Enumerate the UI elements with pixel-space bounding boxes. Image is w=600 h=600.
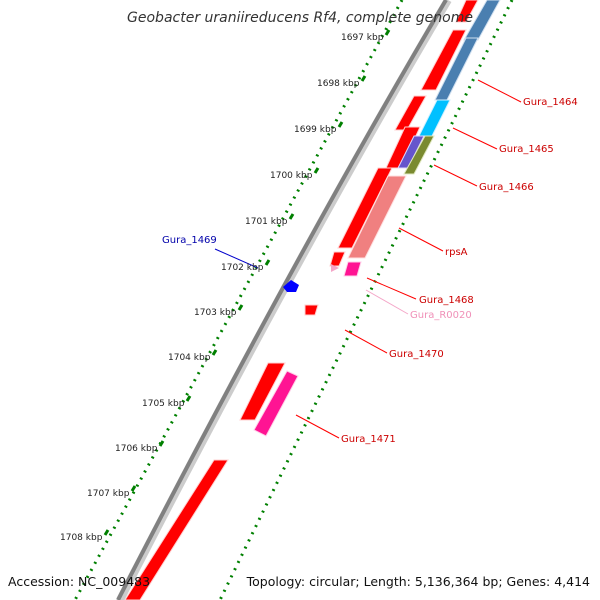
major-tick-mark — [158, 440, 165, 447]
tick-labels: 1697 kbp 1698 kbp 1699 kbp 1700 kbp 1701 kbp… — [60, 29, 391, 543]
tick-ring-outer — [73, 0, 404, 600]
tick-label: 1704 kbp — [168, 353, 211, 363]
forward-strand-features — [124, 0, 479, 600]
label-leaders — [214, 79, 522, 439]
gene-label-gura-1464[interactable]: Gura_1464 — [523, 97, 578, 108]
gene-labels: Gura_1464 Gura_1465 Gura_1466 rpsA Gura_… — [162, 97, 578, 445]
major-tick-mark — [384, 29, 391, 36]
tick-label: 1707 kbp — [87, 489, 130, 499]
tick-label: 1701 kbp — [245, 217, 288, 227]
feature-gura-1470[interactable] — [304, 304, 319, 316]
tick-label: 1697 kbp — [341, 33, 384, 43]
major-tick-mark — [237, 304, 244, 311]
gene-label-rpsA[interactable]: rpsA — [445, 247, 468, 258]
feature-gura-1471-fwd[interactable] — [239, 362, 286, 421]
tick-rings — [73, 0, 514, 600]
tick-label: 1700 kbp — [270, 171, 313, 181]
feature-gura-1469[interactable] — [283, 280, 299, 292]
feature-gura-1468-fwd[interactable] — [329, 251, 346, 267]
backbone — [116, 0, 448, 600]
feature-blue-top[interactable] — [463, 0, 501, 41]
gene-label-gura-1468[interactable]: Gura_1468 — [419, 295, 474, 306]
feature-olive[interactable] — [403, 135, 435, 175]
gene-label-gura-1470[interactable]: Gura_1470 — [389, 349, 444, 360]
gene-label-gura-1466[interactable]: Gura_1466 — [479, 182, 534, 193]
gene-label-gura-1471[interactable]: Gura_1471 — [341, 434, 396, 445]
tick-label: 1698 kbp — [317, 79, 360, 89]
tick-label: 1702 kbp — [221, 263, 264, 273]
tick-label: 1706 kbp — [115, 444, 158, 454]
map-title: Geobacter uraniireducens Rf4, complete g… — [127, 10, 473, 26]
gene-label-gura-r0020[interactable]: Gura_R0020 — [410, 310, 472, 321]
major-tick-mark — [211, 349, 218, 356]
feature-magenta-small[interactable] — [343, 261, 362, 277]
feature-gura-1465[interactable] — [394, 95, 427, 131]
feature-rpsA[interactable] — [337, 167, 393, 249]
major-tick-mark — [185, 395, 192, 402]
tick-label: 1708 kbp — [60, 533, 103, 543]
feature-cyan[interactable] — [418, 99, 451, 137]
tick-label: 1703 kbp — [194, 308, 237, 318]
major-tick-mark — [103, 529, 110, 536]
major-tick-mark — [264, 259, 271, 266]
major-tick-mark — [337, 121, 344, 128]
feature-gura-1464-a[interactable] — [455, 0, 479, 23]
feature-red-lower[interactable] — [124, 459, 229, 600]
major-tick-mark — [313, 167, 320, 174]
gene-label-gura-1465[interactable]: Gura_1465 — [499, 144, 554, 155]
accession-text: Accession: NC_009483 — [8, 574, 150, 589]
feature-rrna-pink[interactable] — [331, 264, 339, 272]
feature-gura-1464-b[interactable] — [420, 29, 467, 91]
gene-label-gura-1469[interactable]: Gura_1469 — [162, 235, 217, 246]
feature-magenta-lower[interactable] — [253, 370, 299, 437]
major-tick-mark — [288, 213, 295, 220]
backbone-shadow — [116, 0, 452, 600]
tick-label: 1699 kbp — [294, 125, 337, 135]
major-tick-mark — [130, 485, 137, 492]
tick-label: 1705 kbp — [142, 399, 185, 409]
reverse-strand-features — [253, 0, 501, 437]
feature-salmon[interactable] — [347, 175, 407, 259]
summary-text: Topology: circular; Length: 5,136,364 bp… — [246, 574, 590, 589]
major-tick-mark — [360, 75, 367, 82]
